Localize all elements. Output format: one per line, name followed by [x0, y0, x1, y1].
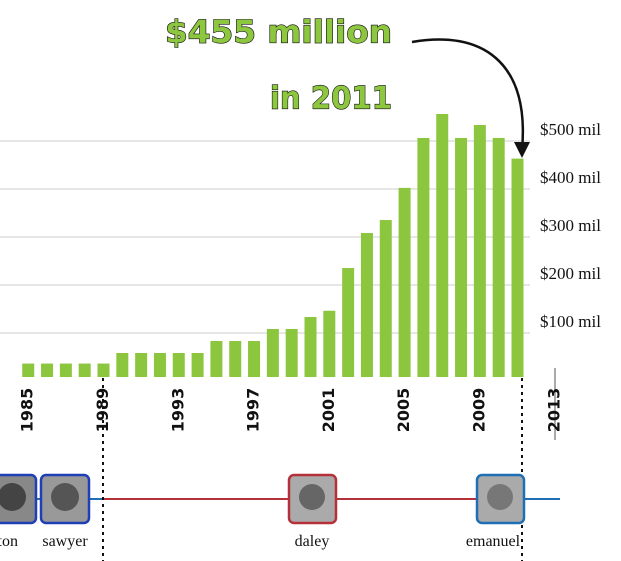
bar: [492, 137, 505, 377]
bar: [398, 187, 411, 377]
x-tick-label: 1997: [244, 388, 263, 433]
bar: [266, 329, 279, 377]
x-tick-label: 1993: [168, 388, 187, 433]
bar: [22, 363, 35, 377]
bar: [229, 341, 242, 377]
bar: [379, 220, 392, 377]
bar: [248, 341, 261, 377]
timeline: [0, 378, 560, 561]
bar: [59, 363, 72, 377]
y-tick-label: $500 mil: [540, 120, 601, 139]
annotation-arrowhead: [514, 142, 530, 158]
mayor-name: emanuel: [466, 533, 521, 550]
bar: [473, 125, 486, 377]
bar: [97, 363, 110, 377]
x-tick-label: 2009: [469, 388, 488, 433]
bar: [511, 158, 524, 377]
x-tick-label: 1989: [93, 388, 112, 433]
mayor-name: sawyer: [42, 533, 88, 550]
bar: [210, 341, 223, 377]
mayor-name: daley: [295, 533, 330, 550]
y-tick-label: $300 mil: [540, 216, 601, 235]
x-tick-label: 1985: [18, 388, 37, 433]
bar: [436, 113, 449, 378]
x-tick-label: 2001: [319, 388, 338, 433]
x-tick-label: 2005: [394, 388, 413, 433]
mayor-name: washington: [0, 533, 18, 550]
bar: [153, 353, 166, 377]
bar: [323, 310, 336, 377]
bar: [135, 353, 148, 377]
bar: [417, 137, 430, 377]
annotation-arrow: [411, 38, 525, 151]
bar: [172, 353, 185, 377]
bar: [455, 137, 468, 377]
bar: [41, 363, 54, 377]
annotation: in 2011: [270, 81, 392, 117]
bar: [285, 329, 298, 377]
bar: [360, 233, 373, 377]
bar: [78, 363, 91, 377]
bar: [304, 317, 317, 377]
y-tick-label: $400 mil: [540, 168, 601, 187]
annotation: $455 million: [165, 15, 392, 51]
bar: [191, 353, 204, 377]
x-tick-label: 2013: [545, 388, 564, 433]
bar: [116, 353, 129, 377]
y-tick-label: $200 mil: [540, 264, 601, 283]
y-tick-label: $100 mil: [540, 312, 601, 331]
bar: [342, 268, 355, 377]
